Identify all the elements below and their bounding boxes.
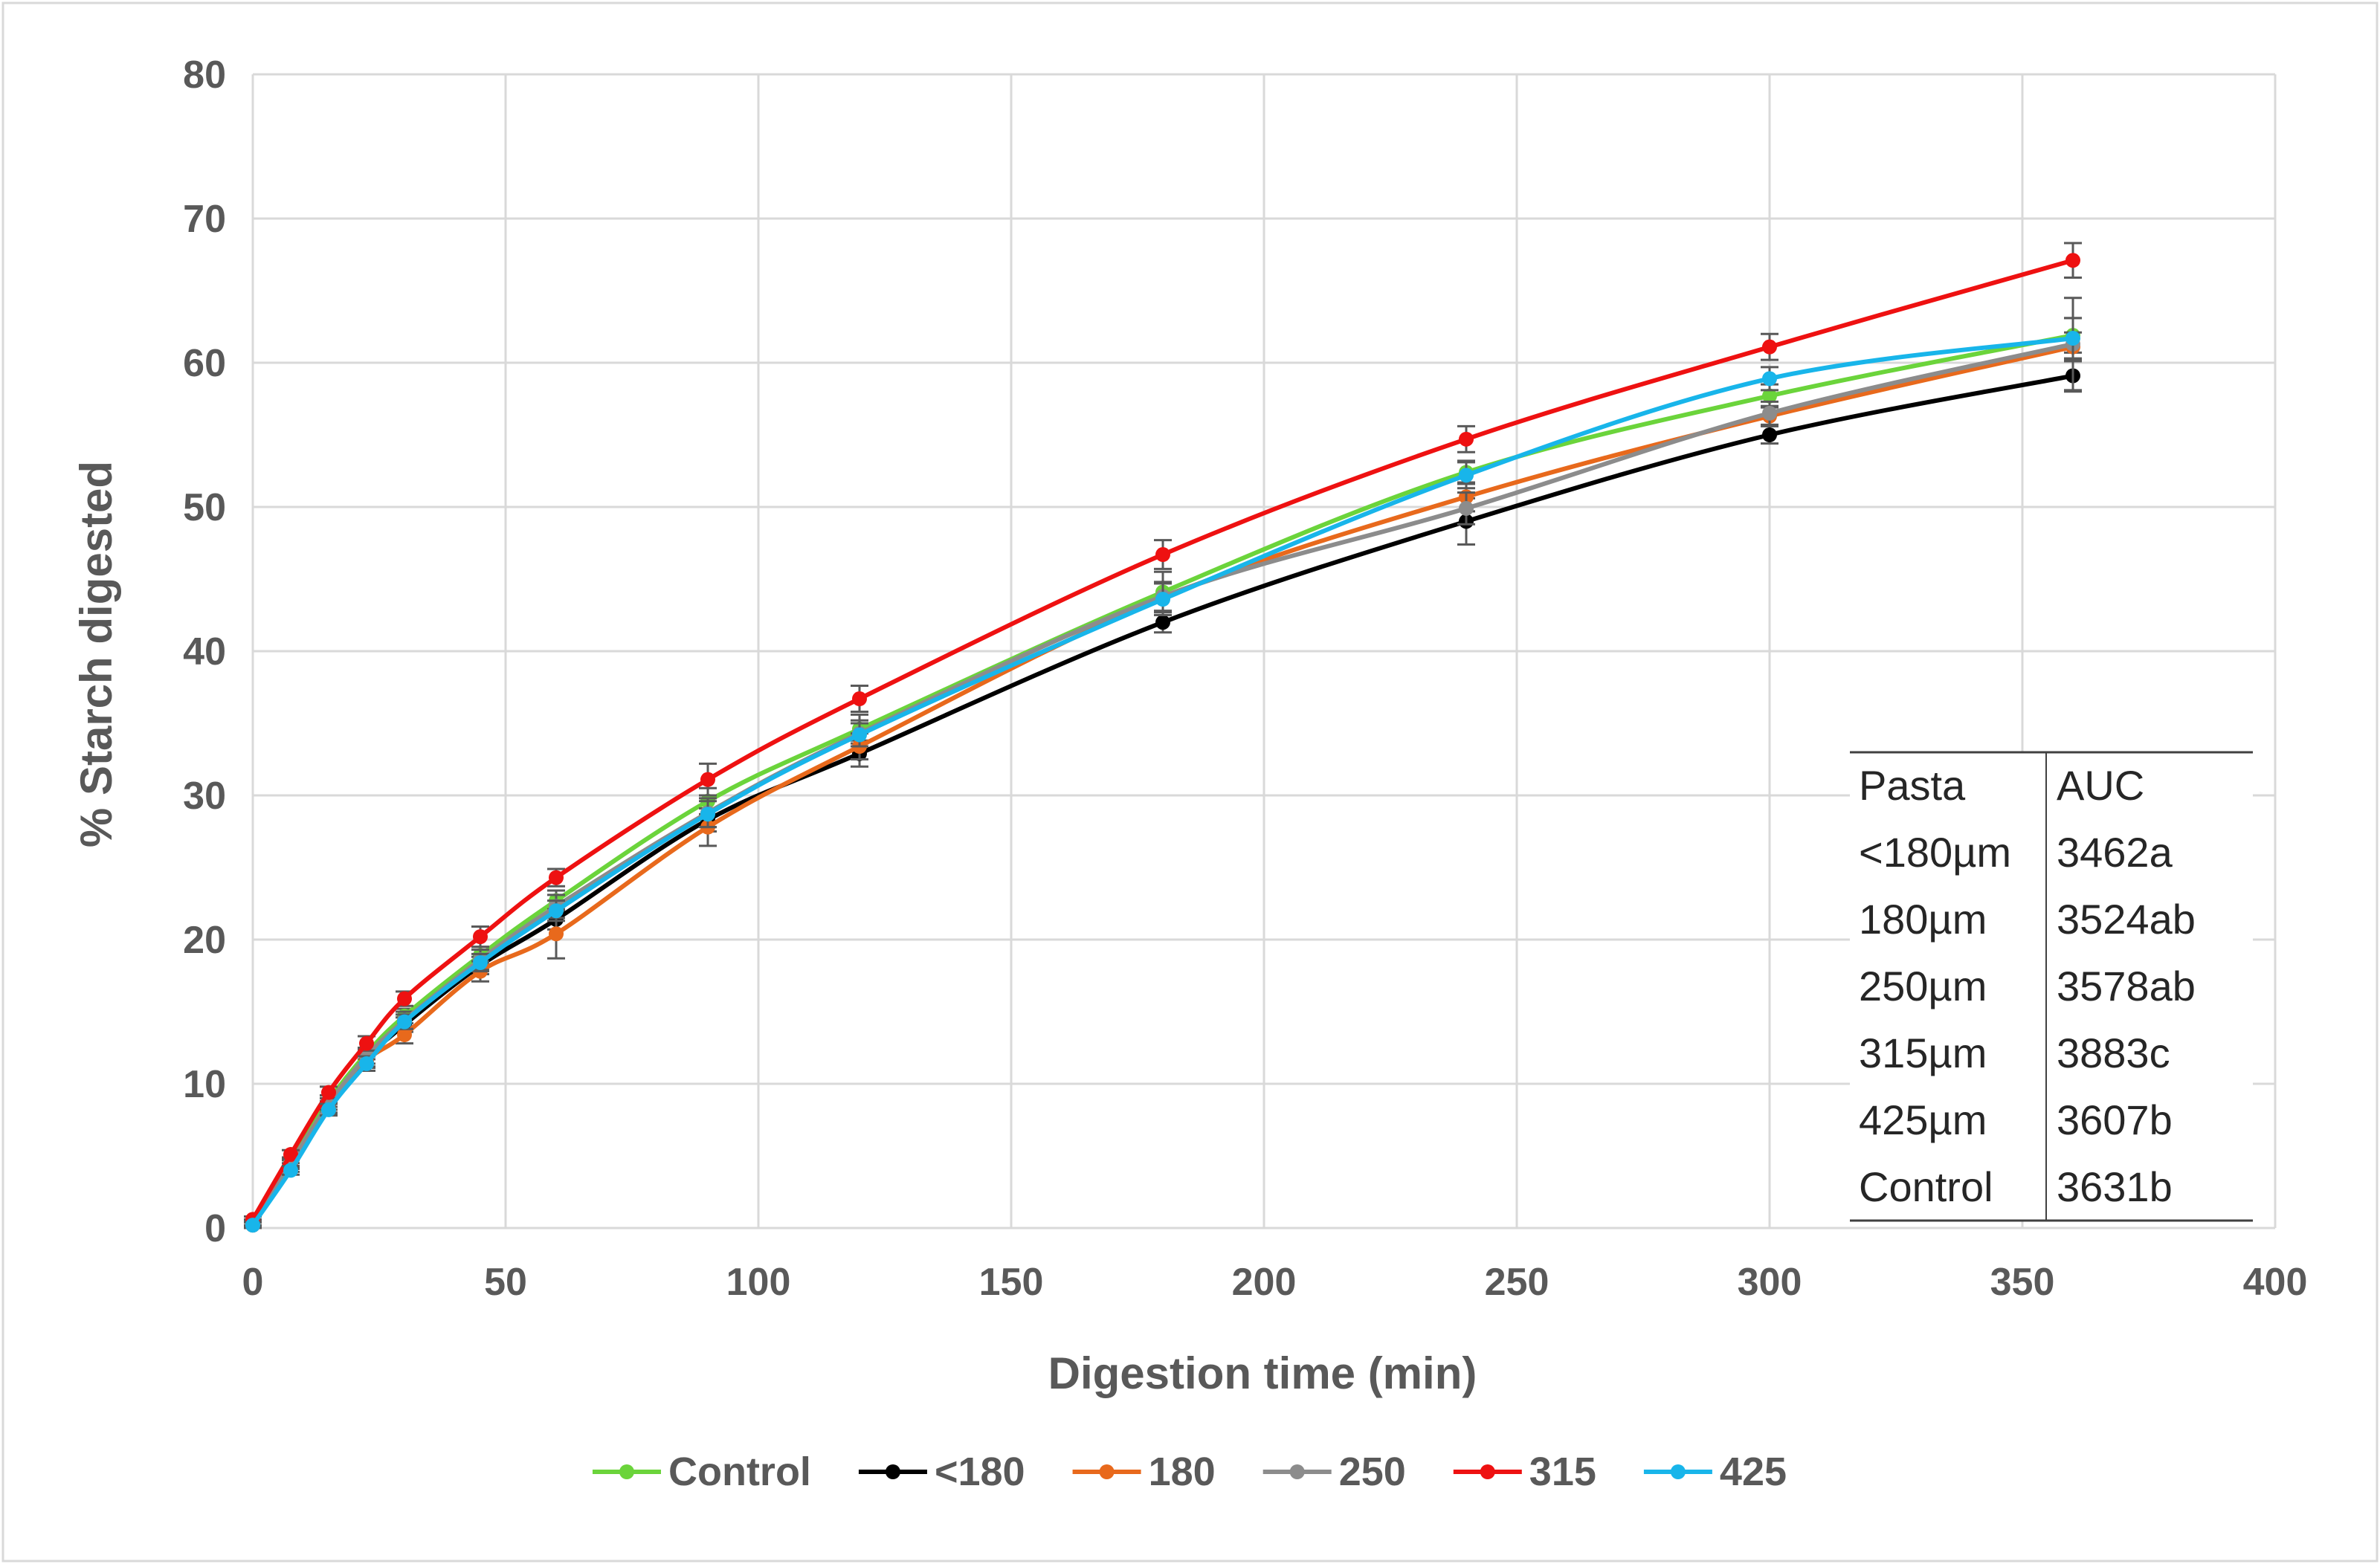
data-point: [549, 903, 564, 919]
data-point: [700, 807, 715, 822]
data-point: [245, 1218, 260, 1233]
data-point: [700, 772, 715, 787]
y-axis-title: % Starch digested: [71, 461, 121, 847]
y-tick-label: 0: [204, 1207, 226, 1250]
legend-item: 425: [1643, 1450, 1787, 1494]
legend-item: <180: [858, 1450, 1025, 1494]
series-line: [251, 258, 2074, 1221]
data-point: [359, 1035, 374, 1051]
x-tick-label: 100: [726, 1261, 791, 1304]
data-point: [1762, 388, 1777, 404]
data-point: [1459, 468, 1474, 483]
data-point: [397, 991, 412, 1006]
data-point: [397, 1014, 412, 1030]
data-point: [1762, 339, 1777, 355]
x-tick-label: 150: [979, 1261, 1044, 1304]
auc-table-cell: <180µm: [1859, 829, 2011, 876]
data-point: [1155, 615, 1170, 630]
x-tick-label: 400: [2243, 1261, 2308, 1304]
x-tick-label: 0: [242, 1261, 264, 1304]
data-point: [852, 691, 867, 707]
auc-table-cell: 3462a: [2057, 829, 2173, 876]
data-point: [1155, 547, 1170, 563]
data-point: [321, 1085, 336, 1100]
x-axis-ticks: 0 50 100 150 200 250 300 350 400: [242, 1261, 2308, 1304]
auc-table-cell: 3524ab: [2057, 896, 2196, 943]
legend-label: 180: [1149, 1450, 1216, 1494]
y-tick-label: 70: [183, 198, 226, 241]
legend-item: 250: [1262, 1450, 1406, 1494]
data-point: [1459, 431, 1474, 447]
data-point: [1762, 405, 1777, 421]
x-tick-label: 250: [1485, 1261, 1549, 1304]
data-point: [359, 1056, 374, 1071]
data-point: [321, 1102, 336, 1117]
legend: Control <180 180 250 315 425: [592, 1450, 1787, 1494]
y-axis-ticks: 0 10 20 30 40 50 60 70 80: [183, 54, 226, 1250]
legend-label: <180: [935, 1450, 1025, 1494]
legend-label: 425: [1720, 1450, 1787, 1494]
auc-table-cell: 315µm: [1859, 1030, 1987, 1076]
y-tick-label: 10: [183, 1063, 226, 1106]
data-point: [852, 727, 867, 743]
legend-item: 180: [1072, 1450, 1216, 1494]
x-tick-label: 300: [1738, 1261, 1802, 1304]
data-point: [2065, 331, 2080, 346]
y-tick-label: 30: [183, 775, 226, 818]
data-point: [1155, 592, 1170, 607]
legend-swatch-marker: [619, 1464, 634, 1479]
auc-table-cell: 3883c: [2057, 1030, 2170, 1076]
auc-table-cell: 3631b: [2057, 1163, 2173, 1210]
auc-table-cell: Control: [1859, 1163, 1993, 1210]
x-tick-label: 350: [1990, 1261, 2055, 1304]
data-point: [283, 1163, 298, 1178]
data-point: [1459, 500, 1474, 516]
legend-label: Control: [668, 1450, 811, 1494]
x-axis-title: Digestion time (min): [1048, 1348, 1477, 1398]
auc-table-header: AUC: [2057, 762, 2144, 809]
legend-label: 250: [1339, 1450, 1406, 1494]
x-tick-label: 50: [484, 1261, 527, 1304]
auc-table-cell: 3578ab: [2057, 963, 2196, 1009]
series-layer: [244, 242, 2082, 1233]
data-point: [283, 1147, 298, 1163]
auc-table-cell: 180µm: [1859, 896, 1987, 943]
data-point: [397, 1027, 412, 1043]
legend-swatch-marker: [885, 1464, 900, 1479]
data-point: [473, 955, 488, 971]
auc-table-cell: 250µm: [1859, 963, 1987, 1009]
legend-swatch-marker: [1480, 1464, 1495, 1479]
auc-table-cell: 3607b: [2057, 1096, 2173, 1143]
y-tick-label: 80: [183, 54, 226, 97]
data-point: [473, 929, 488, 945]
auc-table-cell: 425µm: [1859, 1096, 1987, 1143]
data-point: [549, 926, 564, 942]
series-425-group: [244, 317, 2082, 1233]
y-tick-label: 60: [183, 342, 226, 385]
y-tick-label: 20: [183, 919, 226, 962]
legend-swatch-marker: [1099, 1464, 1115, 1479]
data-point: [2065, 253, 2080, 268]
x-tick-label: 200: [1232, 1261, 1297, 1304]
legend-item: Control: [592, 1450, 811, 1494]
legend-item: 315: [1453, 1450, 1596, 1494]
y-tick-label: 40: [183, 630, 226, 673]
legend-swatch-marker: [1670, 1464, 1686, 1479]
auc-table-background: [1850, 752, 2253, 1221]
auc-table: Pasta AUC <180µm 3462a 180µm 3524ab 250µm 3578a…: [1850, 751, 2253, 1222]
y-tick-label: 50: [183, 486, 226, 529]
data-point: [1762, 371, 1777, 387]
data-point: [1762, 427, 1777, 442]
legend-label: 315: [1529, 1450, 1596, 1494]
data-point: [549, 870, 564, 885]
legend-swatch-marker: [1289, 1464, 1305, 1479]
auc-table-header: Pasta: [1859, 762, 1966, 809]
